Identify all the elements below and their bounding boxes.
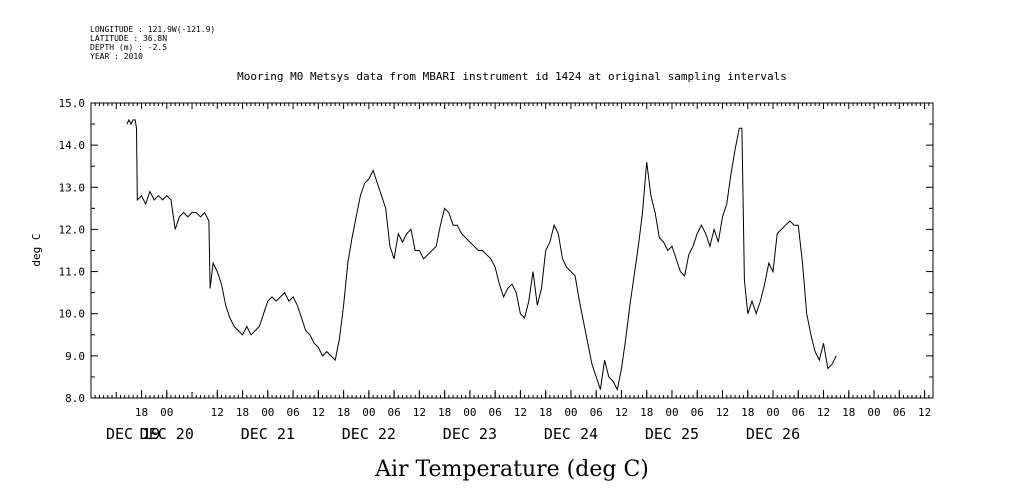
x-hour-label: 00	[160, 406, 173, 419]
x-hour-label: 06	[387, 406, 400, 419]
x-hour-label: 12	[817, 406, 830, 419]
x-day-label: DEC 20	[140, 425, 194, 443]
x-day-label: DEC 21	[241, 425, 295, 443]
x-hour-label: 18	[337, 406, 350, 419]
x-hour-label: 06	[691, 406, 704, 419]
y-tick-label: 9.0	[65, 350, 85, 363]
x-hour-label: 18	[741, 406, 754, 419]
x-hour-label: 12	[413, 406, 426, 419]
x-hour-label: 12	[312, 406, 325, 419]
plot-frame	[90, 102, 934, 399]
station-metadata: LONGITUDE : 121.9W(-121.9) LATITUDE : 36…	[90, 25, 215, 61]
x-hour-label: 00	[766, 406, 779, 419]
x-hour-label: 18	[438, 406, 451, 419]
x-day-label: DEC 19	[106, 425, 160, 443]
series-line-air-temperature	[126, 118, 837, 392]
y-axis-label: deg C	[30, 233, 43, 266]
longitude-text: LONGITUDE : 121.9W(-121.9)	[90, 25, 215, 34]
y-tick-label: 13.0	[59, 181, 86, 194]
x-day-label: DEC 24	[544, 425, 598, 443]
y-tick-label: 15.0	[59, 97, 86, 110]
chart-title: Mooring M0 Metsys data from MBARI instru…	[237, 70, 787, 83]
depth-text: DEPTH (m) : -2.5	[90, 43, 167, 52]
x-day-label: DEC 22	[342, 425, 396, 443]
x-axis: 18 00 12 18 00 06 12 18 00 06 12 18 00 06 12 18 00 06 12 18…	[90, 103, 934, 443]
x-hour-label: 00	[362, 406, 375, 419]
x-hour-label: 00	[463, 406, 476, 419]
x-day-label: DEC 25	[645, 425, 699, 443]
series-layer	[126, 118, 837, 392]
y-tick-label: 8.0	[65, 392, 85, 405]
x-hour-label: 00	[261, 406, 274, 419]
x-hour-label: 18	[640, 406, 653, 419]
x-hour-label: 12	[716, 406, 729, 419]
x-hour-label: 06	[489, 406, 502, 419]
x-hour-label: 06	[590, 406, 603, 419]
x-day-label: DEC 23	[443, 425, 497, 443]
x-day-label: DEC 26	[746, 425, 800, 443]
x-hour-label: 12	[615, 406, 628, 419]
x-hour-label: 18	[539, 406, 552, 419]
x-hour-label: 00	[564, 406, 577, 419]
x-hour-label: 12	[211, 406, 224, 419]
year-text: YEAR : 2010	[90, 52, 143, 61]
x-hour-label: 06	[893, 406, 906, 419]
x-hour-label: 12	[918, 406, 931, 419]
x-hour-label: 06	[792, 406, 805, 419]
x-hour-label: 00	[665, 406, 678, 419]
x-axis-label: Air Temperature (deg C)	[374, 457, 649, 482]
y-axis: 8.0 9.0 10.0 11.0 12.0 13.0 14.0 15.0	[59, 97, 933, 405]
y-tick-label: 12.0	[59, 223, 86, 236]
x-hour-label: 00	[867, 406, 880, 419]
latitude-text: LATITUDE : 36.8N	[90, 34, 167, 43]
x-hour-label: 18	[236, 406, 249, 419]
x-hour-label: 12	[514, 406, 527, 419]
y-tick-label: 11.0	[59, 266, 86, 279]
y-tick-label: 10.0	[59, 308, 86, 321]
x-hour-label: 18	[842, 406, 855, 419]
x-hour-label: 06	[286, 406, 299, 419]
x-hour-label: 18	[135, 406, 148, 419]
y-tick-label: 14.0	[59, 139, 86, 152]
